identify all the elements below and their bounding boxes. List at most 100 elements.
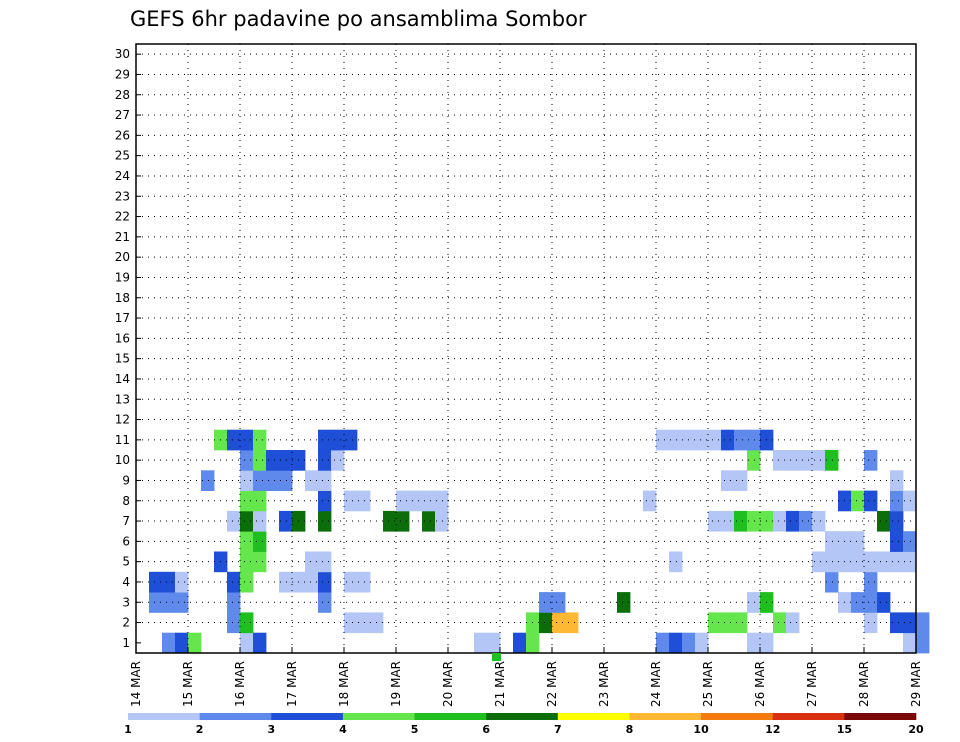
heatmap-cell xyxy=(175,571,189,593)
y-tick-label: 21 xyxy=(115,230,130,244)
heatmap-cell xyxy=(812,450,826,471)
heatmap-cell xyxy=(240,571,254,593)
colorbar-label: 3 xyxy=(267,723,275,736)
colorbar-segment xyxy=(629,713,702,720)
heatmap-cell xyxy=(890,551,904,573)
heatmap-cell xyxy=(747,429,761,451)
heatmap-cell xyxy=(734,510,748,532)
heatmap-cell xyxy=(279,470,293,491)
heatmap-cell xyxy=(318,429,332,451)
heatmap-cell xyxy=(760,632,774,654)
heatmap-cell xyxy=(318,470,332,491)
y-tick-label: 24 xyxy=(115,169,130,183)
x-tick-label: 25 MAR xyxy=(701,661,715,707)
heatmap-cell xyxy=(227,510,241,532)
heatmap-cell xyxy=(890,612,904,634)
heatmap-cell xyxy=(266,450,280,471)
heatmap-cell xyxy=(253,531,267,552)
heatmap-cell xyxy=(149,592,163,613)
colorbar-segment xyxy=(701,713,774,720)
heatmap-cell xyxy=(747,632,761,654)
heatmap-cell xyxy=(344,490,358,512)
heatmap-cell xyxy=(825,450,839,471)
heatmap-cell xyxy=(864,571,878,593)
heatmap-cell xyxy=(799,450,813,471)
heatmap-cell xyxy=(396,510,410,532)
heatmap-cell xyxy=(916,612,930,634)
x-tick-label: 28 MAR xyxy=(857,661,871,707)
heatmap-cell xyxy=(643,490,657,512)
heatmap-cell xyxy=(162,592,176,613)
heatmap-cell xyxy=(318,592,332,613)
heatmap-cell xyxy=(422,510,436,532)
heatmap-cell xyxy=(318,510,332,532)
heatmap-cell xyxy=(331,429,345,451)
heatmap-cell xyxy=(318,450,332,471)
heatmap-cell xyxy=(487,632,501,654)
heatmap-cell xyxy=(253,470,267,491)
heatmap-cell xyxy=(890,510,904,532)
heatmap-cell xyxy=(240,531,254,552)
heatmap-cell xyxy=(708,429,722,451)
y-tick-label: 8 xyxy=(122,494,130,508)
colorbar-segment xyxy=(557,713,630,720)
y-tick-label: 19 xyxy=(115,270,130,284)
heatmap-cell xyxy=(175,632,189,654)
heatmap-cell xyxy=(240,429,254,451)
x-tick-label: 14 MAR xyxy=(129,661,143,707)
colorbar-segment xyxy=(199,713,272,720)
y-tick-label: 13 xyxy=(115,392,130,406)
y-tick-label: 14 xyxy=(115,372,130,386)
heatmap-cell xyxy=(903,632,917,654)
heatmap-cell xyxy=(851,490,865,512)
heatmap-cell xyxy=(877,510,891,532)
colorbar-label: 10 xyxy=(693,723,709,736)
heatmap-cell xyxy=(331,450,345,471)
heatmap-cell xyxy=(864,450,878,471)
y-tick-label: 17 xyxy=(115,311,130,325)
heatmap-cell xyxy=(903,490,917,512)
y-tick-label: 27 xyxy=(115,108,130,122)
heatmap-cell xyxy=(357,571,371,593)
y-tick-label: 25 xyxy=(115,149,130,163)
heatmap-cell xyxy=(786,450,800,471)
heatmap-cell xyxy=(669,632,683,654)
y-tick-label: 5 xyxy=(122,555,130,569)
heatmap-cell xyxy=(188,632,202,654)
y-tick-label: 1 xyxy=(122,636,130,650)
heatmap-cell xyxy=(279,510,293,532)
heatmap-cell xyxy=(721,612,735,634)
heatmap-cell xyxy=(305,551,319,573)
heatmap-cell xyxy=(422,490,436,512)
y-tick-label: 29 xyxy=(115,67,130,81)
heatmap-cell xyxy=(851,592,865,613)
heatmap-cell xyxy=(227,612,241,634)
heatmap-cells xyxy=(149,429,930,654)
heatmap-cell xyxy=(227,429,241,451)
y-tick-label: 9 xyxy=(122,473,130,487)
heatmap-cell xyxy=(734,470,748,491)
y-tick-label: 4 xyxy=(122,575,130,589)
heatmap-cell xyxy=(721,470,735,491)
heatmap-cell xyxy=(669,429,683,451)
heatmap-cell xyxy=(435,510,449,532)
heatmap-cell xyxy=(266,470,280,491)
colorbar-segment xyxy=(342,713,415,720)
y-tick-label: 10 xyxy=(115,453,130,467)
heatmap-cell xyxy=(565,612,579,634)
heatmap-cell xyxy=(890,490,904,512)
y-tick-label: 23 xyxy=(115,189,130,203)
y-tick-label: 6 xyxy=(122,534,130,548)
heatmap-cell xyxy=(682,632,696,654)
heatmap-cell xyxy=(240,612,254,634)
colorbar-segment xyxy=(772,713,845,720)
heatmap-cell xyxy=(864,490,878,512)
x-tick-label: 19 MAR xyxy=(389,661,403,707)
heatmap-cell xyxy=(747,450,761,471)
colorbar-label: 1 xyxy=(124,723,132,736)
y-tick-label: 3 xyxy=(122,595,130,609)
colorbar-segment xyxy=(128,713,200,720)
heatmap-cell xyxy=(344,571,358,593)
heatmap-cell xyxy=(492,653,501,661)
